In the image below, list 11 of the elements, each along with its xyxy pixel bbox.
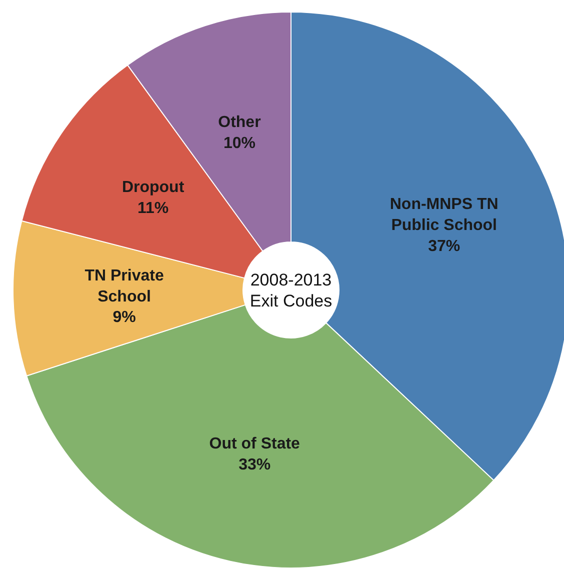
text: 2008-2013 Exit Codes bbox=[250, 270, 332, 310]
data-label: 37% bbox=[428, 238, 460, 255]
slice-label: TN Private School bbox=[84, 267, 164, 306]
data-label: 10% bbox=[223, 134, 256, 152]
slice-label: Other bbox=[218, 114, 261, 131]
data-label: 9% bbox=[112, 309, 136, 326]
slice-label: Out of State bbox=[209, 435, 300, 452]
data-label: 11% bbox=[137, 200, 169, 217]
data-label: 33% bbox=[238, 456, 271, 474]
slice-label: Dropout bbox=[122, 178, 185, 196]
slice-label: Non-MNPS TN Public School bbox=[390, 196, 498, 234]
